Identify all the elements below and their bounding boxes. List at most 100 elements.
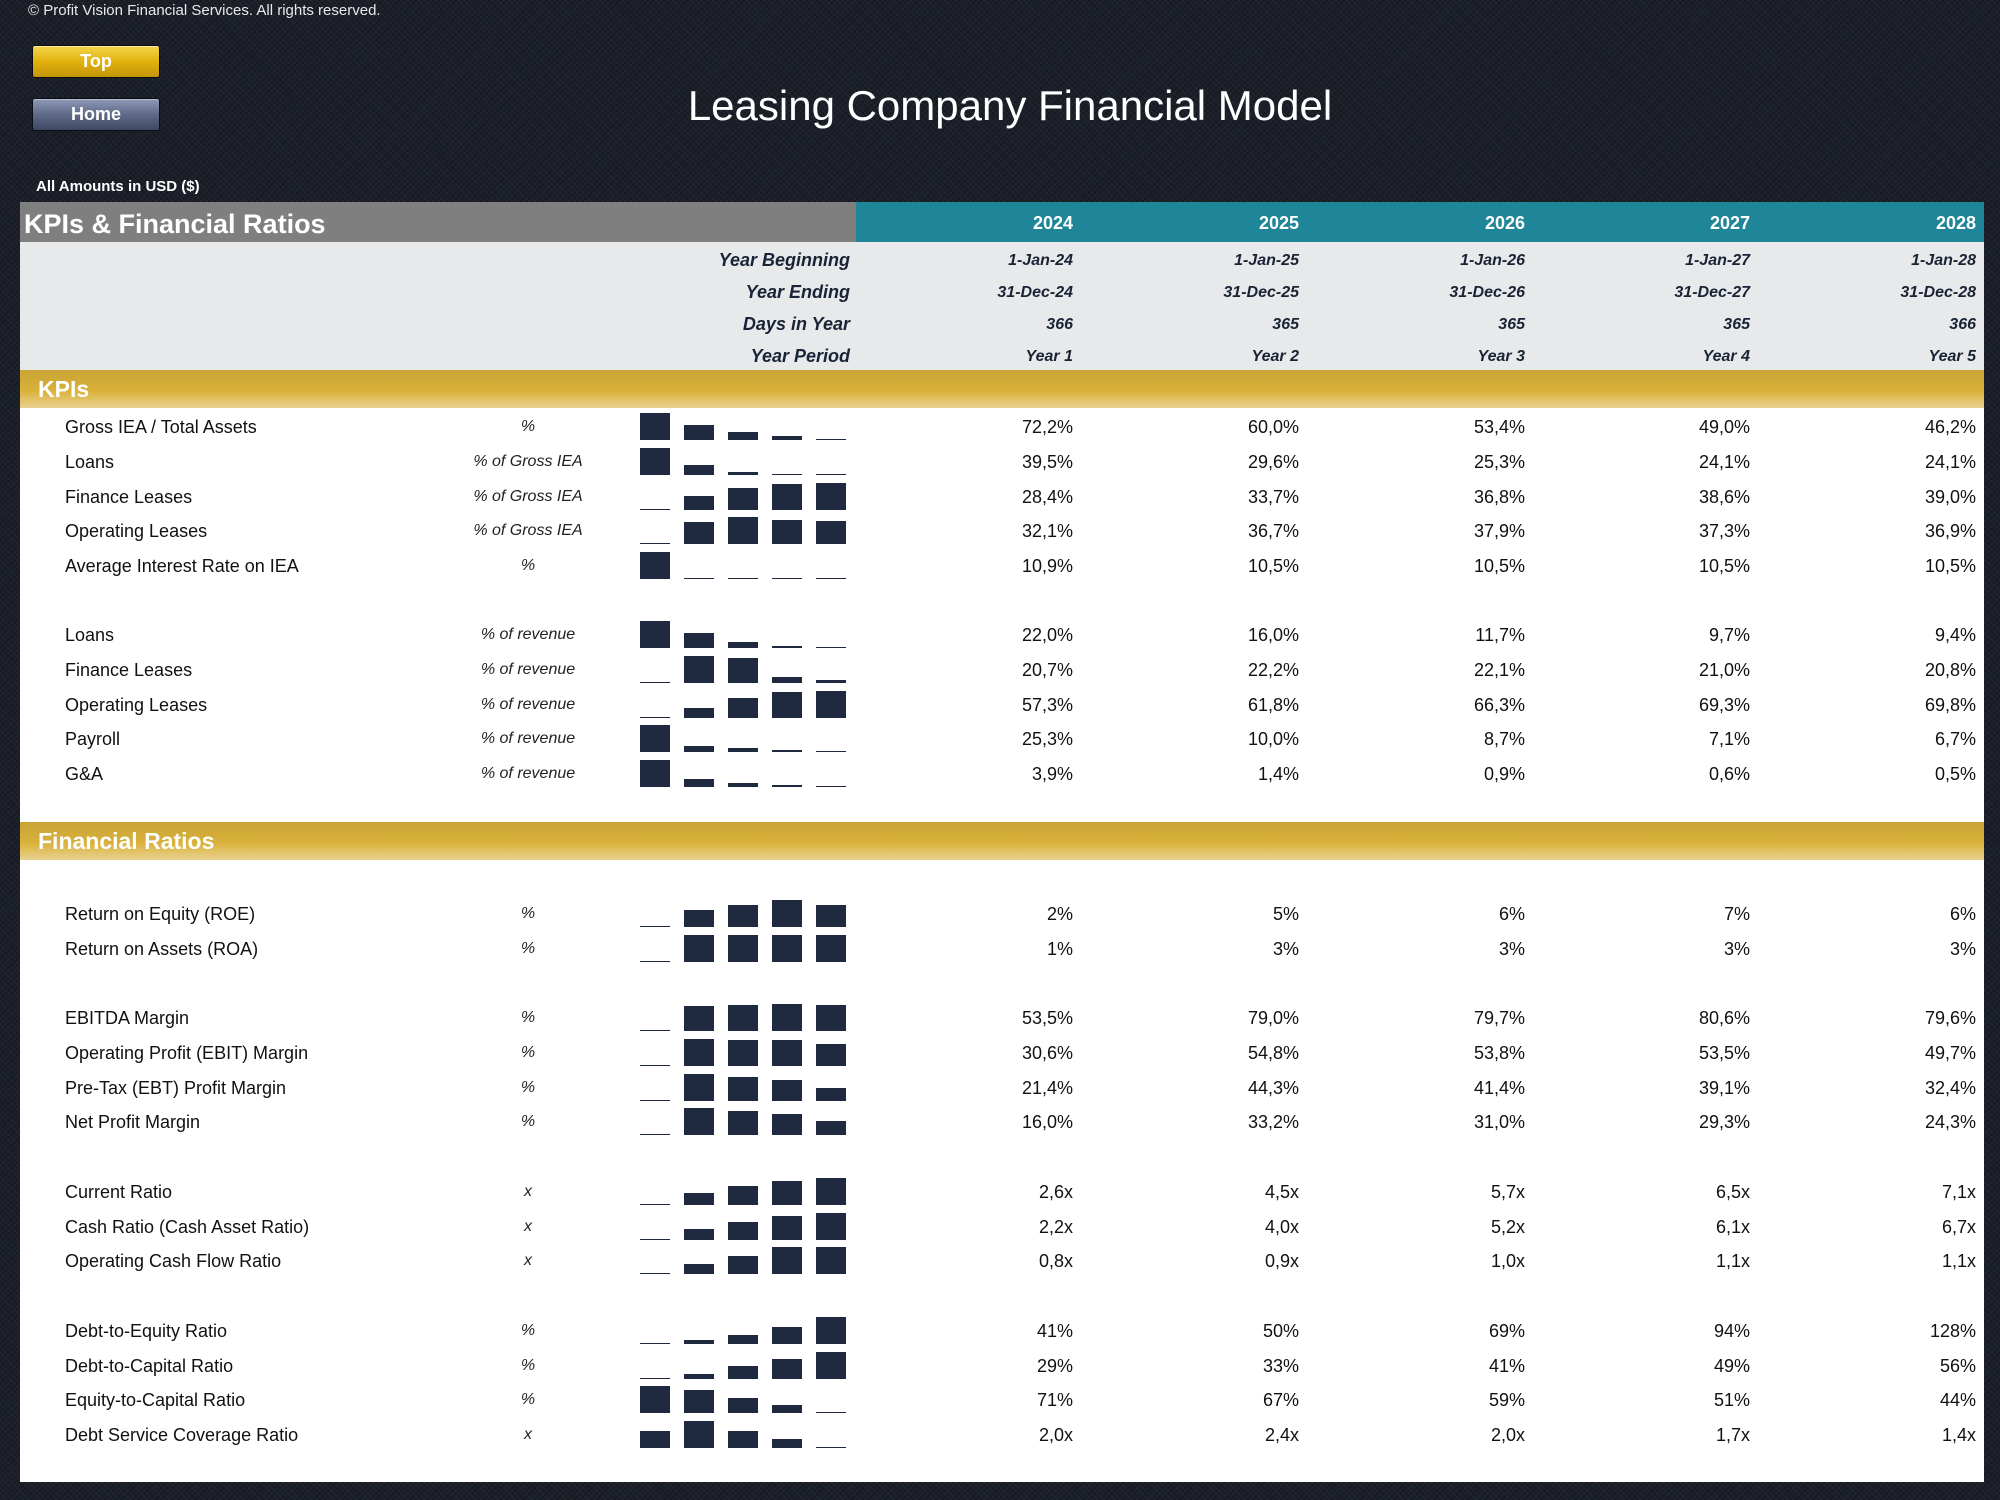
sparkline [638, 722, 858, 756]
row-value: 9,4% [1934, 625, 1976, 645]
sparkline-bar [640, 413, 670, 440]
timing-label: Year Beginning [718, 250, 850, 270]
row-label: Net Profit Margin [65, 1112, 201, 1132]
sparkline-bar [640, 1065, 670, 1066]
row-value: 1% [1046, 939, 1073, 959]
row-value: 53,5% [1021, 1008, 1073, 1028]
row-value: 59% [1488, 1390, 1525, 1410]
row-value: 2,6x [1038, 1182, 1073, 1202]
sparkline-bar [772, 1439, 802, 1448]
sparkline-bar [684, 1006, 714, 1031]
row-label: Debt-to-Capital Ratio [65, 1356, 234, 1376]
sparkline-bar [772, 900, 802, 927]
timing-value: Year 1 [1025, 348, 1073, 365]
sparkline-bar [772, 1405, 802, 1413]
top-button[interactable]: Top [32, 45, 160, 78]
sparkline-bar [772, 578, 802, 579]
row-value: 39,1% [1698, 1078, 1750, 1098]
row-value: 69,8% [1924, 695, 1976, 715]
row-value: 24,1% [1924, 452, 1976, 472]
sparkline-bar [640, 717, 670, 718]
row-value: 1,1x [1715, 1251, 1750, 1271]
row-value: 2,2x [1038, 1217, 1073, 1237]
sparkline-bar [728, 1366, 758, 1379]
table-row: Finance Leases % of Gross IEA 28,4% 33,7% 36… [20, 480, 1984, 514]
row-value: 69,3% [1698, 695, 1750, 715]
sparkline [638, 897, 858, 931]
row-value: 0,9% [1483, 764, 1525, 784]
row-unit: % [520, 418, 536, 435]
row-value: 1,0x [1490, 1251, 1525, 1271]
sparkline-bar [816, 786, 846, 787]
timing-label: Year Period [750, 346, 850, 366]
sparkline-bar [816, 1317, 846, 1344]
sparkline-bar [816, 1005, 846, 1031]
row-value: 7,1x [1941, 1182, 1976, 1202]
table-row: Equity-to-Capital Ratio% 71% 67% 59% 51% 44% [20, 1383, 1984, 1417]
sparkline-bar [640, 1431, 670, 1448]
sparkline-bar [728, 517, 758, 544]
row-value: 16,0% [1021, 1112, 1073, 1132]
row-unit: x [524, 1252, 532, 1269]
row-value: 1,4x [1941, 1425, 1976, 1445]
row-value: 30,6% [1021, 1043, 1073, 1063]
year-header-band: 2024 2025 2026 2027 2028 [856, 202, 1984, 242]
sparkline-bar [772, 1247, 802, 1274]
table-row: Cash Ratio (Cash Asset Ratio) x 2,2x 4,0x 5,… [20, 1210, 1984, 1244]
row-value: 7,1% [1708, 729, 1750, 749]
table-row: Loans % of Gross IEA 39,5% 29,6% 25,3% 24,1% 2… [20, 445, 1984, 479]
row-value: 22,2% [1247, 660, 1299, 680]
sparkline [638, 1314, 858, 1348]
row-value: 3% [1272, 939, 1299, 959]
sparkline-bar [640, 1030, 670, 1031]
sparkline-bar [684, 1193, 714, 1205]
sparkline-bar [816, 474, 846, 475]
sparkline-bar [816, 1412, 846, 1413]
sparkline [638, 1383, 858, 1417]
row-value: 33,2% [1247, 1112, 1299, 1132]
sparkline-bar [728, 1256, 758, 1274]
sparkline-bar [816, 578, 846, 579]
row-value: 49,7% [1924, 1043, 1976, 1063]
sparkline-bar [640, 926, 670, 927]
timing-value: 365 [1272, 316, 1299, 333]
row-value: 21,0% [1698, 660, 1750, 680]
sparkline-bar [728, 1431, 758, 1448]
sparkline-bar [728, 642, 758, 648]
row-value: 10,5% [1247, 556, 1299, 576]
timing-value: 1-Jan-25 [1234, 252, 1299, 269]
timing-label: Days in Year [742, 314, 850, 334]
home-button[interactable]: Home [32, 98, 160, 131]
sparkline-bar [772, 1359, 802, 1379]
row-unit: % [520, 940, 536, 957]
row-value: 5% [1272, 904, 1299, 924]
row-value: 20,7% [1021, 660, 1073, 680]
row-value: 39,5% [1021, 452, 1073, 472]
sparkline-bar [816, 1044, 846, 1066]
row-value: 29,3% [1698, 1112, 1750, 1132]
sparkline-bar [640, 448, 670, 475]
row-value: 11,7% [1475, 625, 1525, 645]
row-label: Cash Ratio (Cash Asset Ratio) [65, 1217, 310, 1237]
year-header-2027: 2027 [1709, 213, 1750, 233]
sparkline-bar [684, 910, 714, 927]
timing-value: 365 [1723, 316, 1750, 333]
row-value: 72,2% [1021, 417, 1073, 437]
table-row: Average Interest Rate on IEA% 10,9% 10,5% 1… [20, 549, 1984, 583]
sparkline-bar [728, 1040, 758, 1066]
row-value: 67% [1262, 1390, 1299, 1410]
sparkline-bar [816, 935, 846, 962]
sparkline-bar [772, 677, 802, 683]
row-value: 7% [1723, 904, 1750, 924]
row-unit: % of revenue [480, 696, 576, 713]
sparkline-bar [728, 935, 758, 962]
sparkline [638, 514, 858, 548]
row-unit: % of revenue [480, 661, 576, 678]
row-value: 28,4% [1021, 487, 1073, 507]
row-value: 10,0% [1247, 729, 1299, 749]
sparkline [638, 757, 858, 791]
row-label: Operating Leases [65, 521, 208, 541]
year-header-2025: 2025 [1258, 213, 1299, 233]
table-row: EBITDA Margin% 53,5% 79,0% 79,7% 80,6% 79,6% [20, 1001, 1984, 1035]
sparkline-bar [816, 691, 846, 718]
